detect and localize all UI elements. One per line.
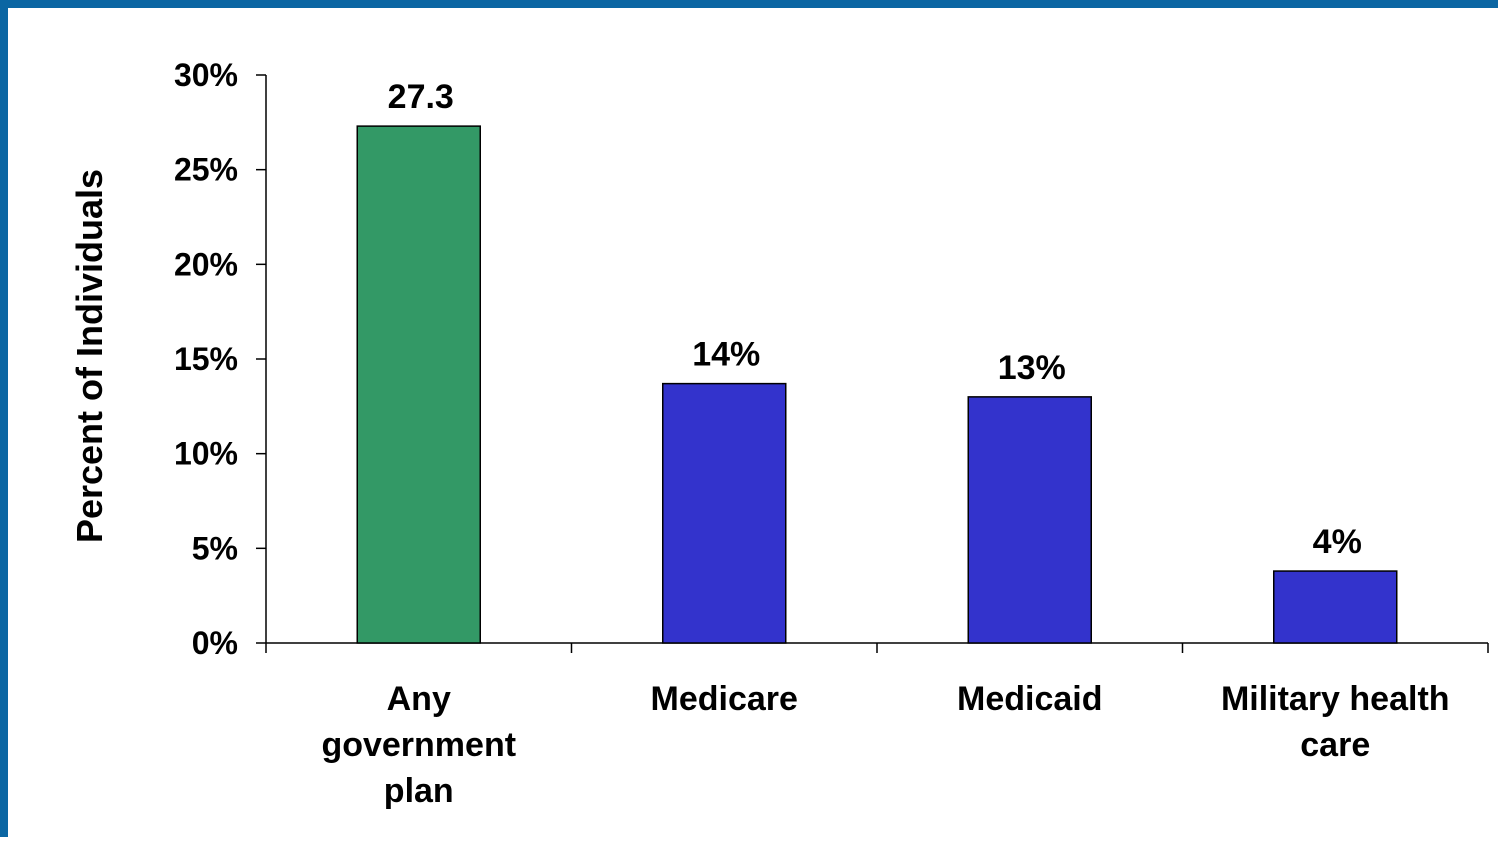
data-label: 14% (692, 336, 760, 374)
data-label: 27.3 (388, 78, 454, 116)
bar (1273, 570, 1398, 644)
category-label-line: government (321, 726, 516, 764)
bar (662, 382, 787, 644)
y-tick-label: 5% (192, 530, 238, 566)
category-label-line: plan (384, 772, 454, 810)
category-label-line: Military health (1221, 680, 1450, 718)
bar-chart: 0% 5% 10% 15% 20% 25% 30% 27.3 Any government plan… (69, 57, 1489, 810)
bar (356, 125, 481, 644)
category-label-line: care (1300, 726, 1370, 764)
y-axis-title: Percent of Individuals (69, 169, 110, 543)
y-tick-label: 15% (174, 341, 238, 377)
category-label: Military health care (1221, 680, 1450, 764)
y-tick-label: 0% (192, 625, 238, 661)
data-label: 13% (998, 349, 1066, 387)
category-label: Medicaid (957, 680, 1102, 718)
category-label-line: Medicare (651, 680, 798, 718)
y-tick-label: 30% (174, 57, 238, 93)
category-label: Medicare (651, 680, 798, 718)
y-tick-label: 25% (174, 152, 238, 188)
category-label-line: Any (387, 680, 451, 718)
category-label-line: Medicaid (957, 680, 1102, 718)
y-tick-label: 20% (174, 246, 238, 282)
data-label: 4% (1313, 523, 1362, 561)
category-label: Any government plan (321, 680, 516, 810)
bar (967, 396, 1092, 644)
y-tick-label: 10% (174, 436, 238, 472)
